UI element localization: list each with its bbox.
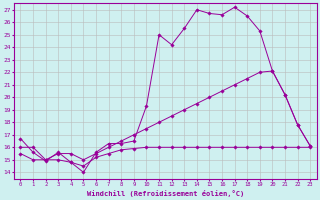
X-axis label: Windchill (Refroidissement éolien,°C): Windchill (Refroidissement éolien,°C) — [87, 190, 244, 197]
